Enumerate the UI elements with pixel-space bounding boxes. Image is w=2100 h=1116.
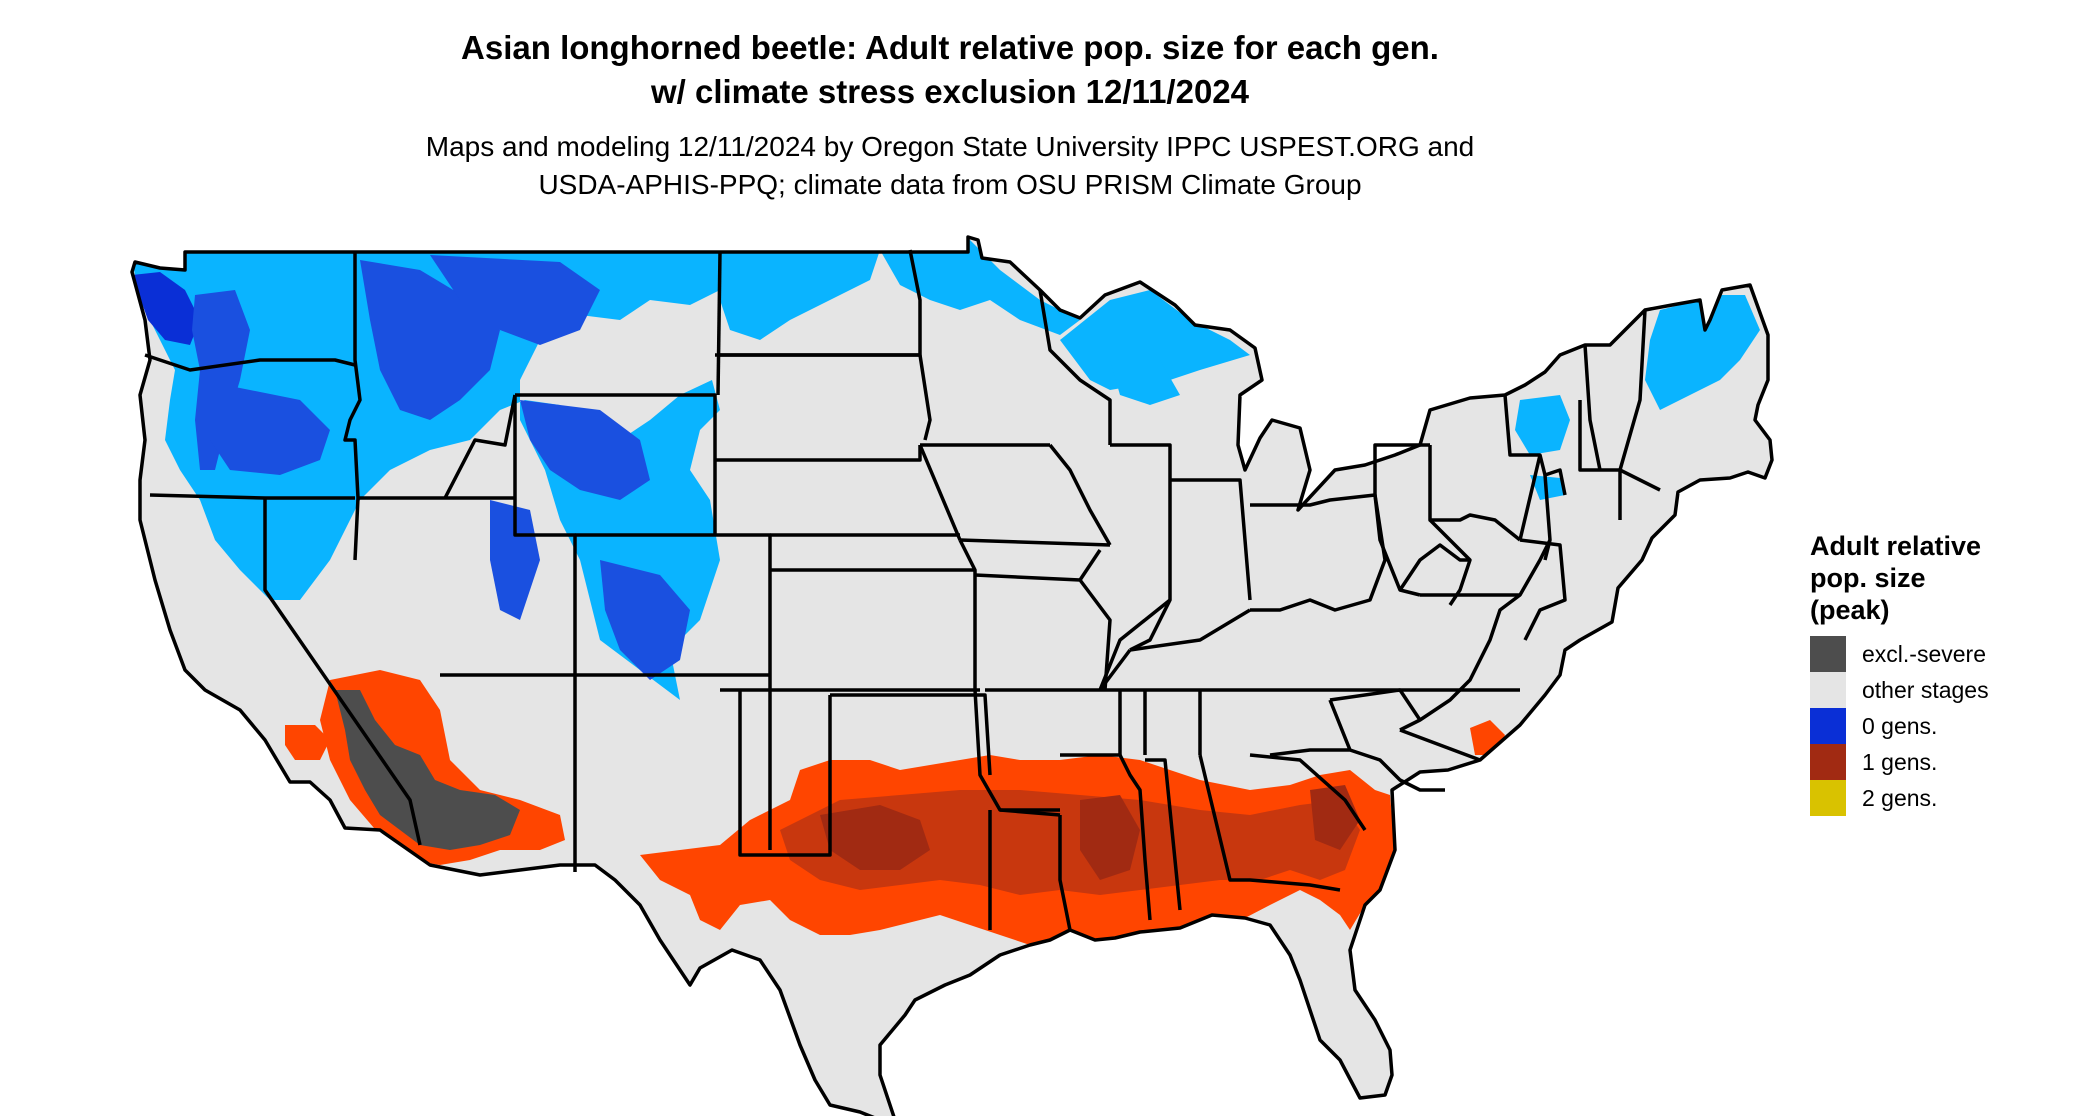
legend-label-2-gens: 2 gens. [1862, 784, 1938, 811]
zone-0-gens-dark-cascades [192, 290, 250, 470]
map-subtitle-line-2: USDA-APHIS-PPQ; climate data from OSU PR… [538, 169, 1362, 200]
state-borders [130, 235, 1774, 1116]
zone-1-gens-darkred-mississippi [1080, 795, 1140, 880]
legend-item-0-gens: 0 gens. [1810, 708, 2090, 744]
legend-item-2-gens: 2 gens. [1810, 780, 2090, 816]
zone-0-gens-dark-montana [430, 255, 600, 345]
zone-0-gens-light-michigan-up [1060, 290, 1250, 390]
legend-title: Adult relative pop. size (peak) [1810, 530, 2090, 626]
zone-0-gens-light-wisconsin-north [1110, 360, 1180, 405]
legend: Adult relative pop. size (peak) excl.-se… [1810, 530, 2090, 816]
legend-label-1-gens: 1 gens. [1862, 748, 1938, 775]
legend-title-line-3: (peak) [1810, 595, 1890, 625]
legend-label-0-gens: 0 gens. [1862, 712, 1938, 739]
zone-0-gens-light-new-york-adirondacks [1515, 395, 1570, 455]
zone-excluded-severe-low-desert [335, 690, 520, 850]
zone-0-gens-dark-oregon [200, 380, 330, 475]
legend-label-excluded-severe: excl.-severe [1862, 640, 1986, 667]
map-title-line-1: Asian longhorned beetle: Adult relative … [461, 29, 1439, 66]
zone-1-gens-darkred-central-texas [820, 805, 930, 870]
legend-swatch-excluded-severe [1810, 636, 1846, 672]
legend-swatch-1-gens [1810, 744, 1846, 780]
zone-0-gens-dark-olympics [132, 272, 200, 345]
map-title-line-2: w/ climate stress exclusion 12/11/2024 [650, 73, 1250, 110]
legend-swatch-2-gens [1810, 780, 1846, 816]
zone-1-gens-orange-southern-california [285, 725, 330, 760]
legend-title-line-1: Adult relative [1810, 531, 1982, 561]
legend-label-other-stages: other stages [1862, 676, 1989, 703]
legend-title-line-2: pop. size [1810, 563, 1926, 593]
zone-0-gens-dark-utah [490, 500, 540, 620]
legend-swatch-other-stages [1810, 672, 1846, 708]
zone-0-gens-light-minnesota [880, 240, 1080, 335]
legend-item-excluded-severe: excl.-severe [1810, 636, 2090, 672]
legend-item-1-gens: 1 gens. [1810, 744, 2090, 780]
zone-0-gens-light-north-dakota [715, 250, 880, 340]
zone-0-gens-light-northwest [132, 250, 720, 700]
legend-items: excl.-severe other stages 0 gens. 1 gens… [1810, 636, 2090, 816]
map-subtitle-line-1: Maps and modeling 12/11/2024 by Oregon S… [425, 131, 1475, 162]
legend-item-other-stages: other stages [1810, 672, 2090, 708]
legend-swatch-0-gens [1810, 708, 1846, 744]
zone-0-gens-dark-colorado [600, 560, 690, 680]
zone-0-gens-dark-wyoming [520, 400, 650, 500]
map-subtitle: Maps and modeling 12/11/2024 by Oregon S… [0, 128, 1900, 204]
map-title: Asian longhorned beetle: Adult relative … [0, 26, 1900, 114]
zone-0-gens-light-maine [1645, 295, 1760, 410]
